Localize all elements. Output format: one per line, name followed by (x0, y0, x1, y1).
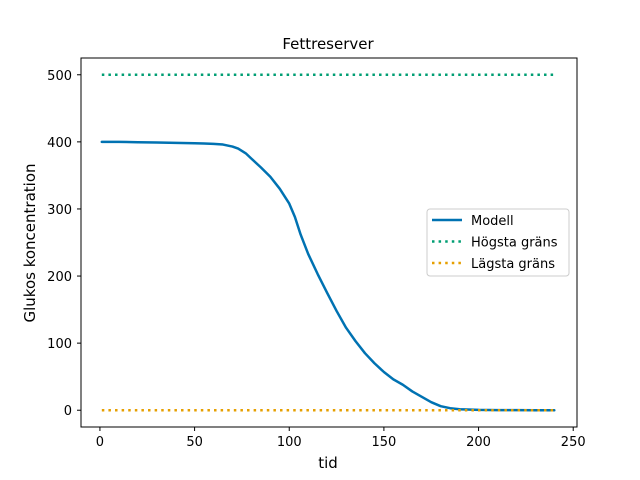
x-axis: 0 50 100 150 200 250 (96, 427, 586, 450)
x-tick-label: 200 (466, 435, 491, 450)
x-tick-label: 50 (186, 435, 203, 450)
chart-title: Fettreserver (282, 35, 374, 53)
plot-frame (80, 57, 578, 428)
series-line-1 (100, 140, 556, 412)
y-axis: 0 100 200 300 400 500 (47, 69, 81, 419)
legend-label-2: Högsta gräns (471, 236, 558, 251)
legend-label-1: Modell (471, 214, 514, 229)
x-tick-label: 150 (371, 435, 396, 450)
x-tick-label: 250 (561, 435, 586, 450)
y-tick-label: 300 (47, 203, 72, 218)
y-tick-label: 100 (47, 337, 72, 352)
x-axis-label: tid (318, 454, 338, 472)
y-tick-label: 500 (47, 69, 72, 84)
y-axis-label: Glukos koncentration (21, 163, 39, 322)
y-tick-label: 400 (47, 136, 72, 151)
plot-area (100, 73, 556, 412)
legend: Modell Högsta gräns Lägsta gräns (426, 208, 570, 277)
y-tick-label: 200 (47, 270, 72, 285)
y-tick-label: 0 (64, 404, 72, 419)
x-tick-label: 100 (277, 435, 302, 450)
x-tick-label: 0 (96, 435, 104, 450)
legend-frame (426, 208, 570, 277)
legend-label-3: Lägsta gräns (471, 257, 555, 272)
